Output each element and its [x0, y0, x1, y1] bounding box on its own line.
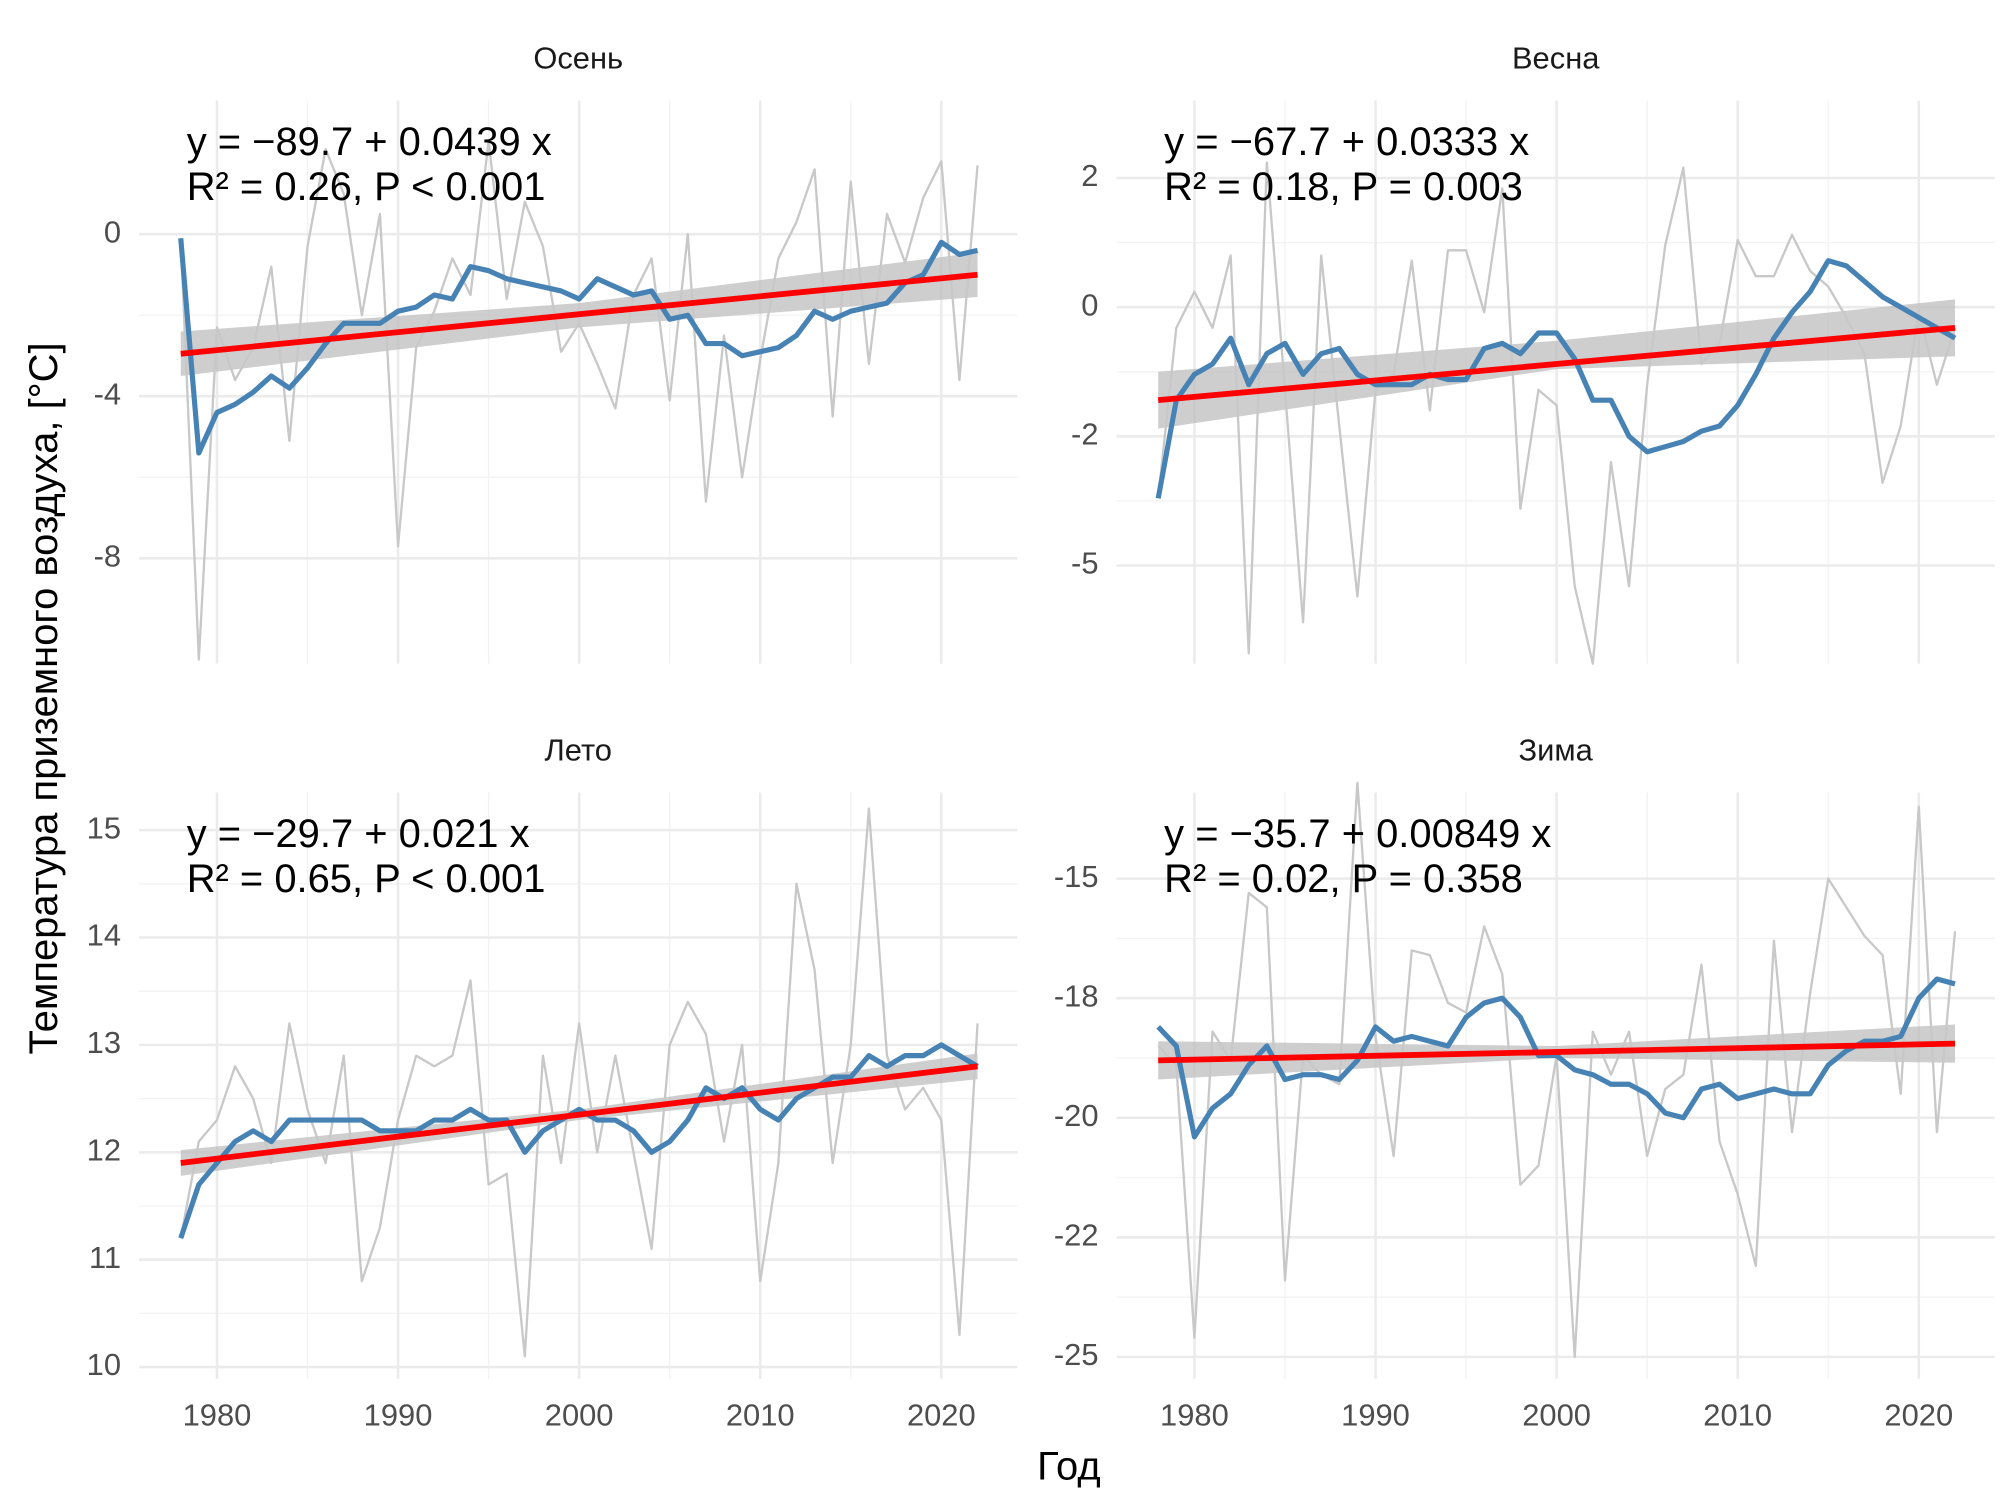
y-axis-label: Температура приземного воздуха, [°C]: [22, 342, 66, 1054]
x-tick-label: 1980: [1160, 1398, 1229, 1433]
y-tick-label: -4: [94, 376, 121, 411]
x-tick-label: 1990: [1341, 1398, 1410, 1433]
equation: y = −29.7 + 0.021 x: [187, 812, 530, 856]
y-tick-label: -25: [1054, 1337, 1099, 1372]
series-line: [180, 271, 978, 357]
equation: y = −89.7 + 0.0439 x: [187, 120, 552, 164]
equation-stats: R² = 0.02, P = 0.358: [1164, 857, 1523, 901]
panel-title: Лето: [545, 733, 612, 768]
series-line: [180, 1063, 978, 1166]
x-tick-label: 2010: [726, 1398, 795, 1433]
y-tick-label: 12: [87, 1132, 121, 1167]
series-line: [1156, 976, 1956, 1140]
y-tick-label: 0: [1081, 287, 1098, 322]
x-tick-label: 1980: [183, 1398, 252, 1433]
equation: y = −67.7 + 0.0333 x: [1164, 120, 1529, 164]
y-tick-label: 13: [87, 1025, 121, 1060]
y-tick-label: 14: [87, 918, 121, 953]
series-line: [1155, 258, 1957, 499]
y-tick-label: -8: [94, 538, 121, 573]
x-tick-label: 2020: [907, 1398, 976, 1433]
y-tick-label: -15: [1054, 859, 1099, 894]
panel-title: Весна: [1512, 41, 1600, 76]
series-line: [178, 1042, 979, 1240]
series-line: [179, 139, 979, 661]
panel-title: Осень: [533, 41, 623, 76]
series-line: [1157, 161, 1957, 665]
y-tick-label: -5: [1071, 546, 1098, 581]
y-tick-label: -20: [1054, 1098, 1099, 1133]
equation-stats: R² = 0.26, P < 0.001: [187, 165, 546, 209]
x-tick-label: 2020: [1884, 1398, 1953, 1433]
y-tick-label: -18: [1054, 978, 1099, 1013]
equation-stats: R² = 0.65, P < 0.001: [187, 857, 546, 901]
series-line: [1157, 324, 1956, 404]
equation-stats: R² = 0.18, P = 0.003: [1164, 165, 1523, 209]
y-tick-label: 2: [1081, 158, 1098, 193]
x-tick-label: 2000: [1522, 1398, 1591, 1433]
series-line: [1158, 1040, 1956, 1064]
panel-title: Зима: [1519, 733, 1594, 768]
series-line: [178, 238, 979, 456]
y-tick-label: -22: [1054, 1217, 1099, 1252]
y-tick-label: 15: [87, 810, 121, 845]
equation: y = −35.7 + 0.00849 x: [1164, 812, 1551, 856]
y-tick-label: 0: [104, 214, 121, 249]
y-tick-label: 11: [89, 1240, 121, 1275]
x-tick-label: 2010: [1703, 1398, 1772, 1433]
x-tick-label: 2000: [545, 1398, 614, 1433]
x-axis-label: Год: [1037, 1445, 1101, 1489]
y-tick-label: 10: [87, 1347, 121, 1382]
y-tick-label: -2: [1071, 417, 1098, 452]
x-tick-label: 1990: [364, 1398, 433, 1433]
